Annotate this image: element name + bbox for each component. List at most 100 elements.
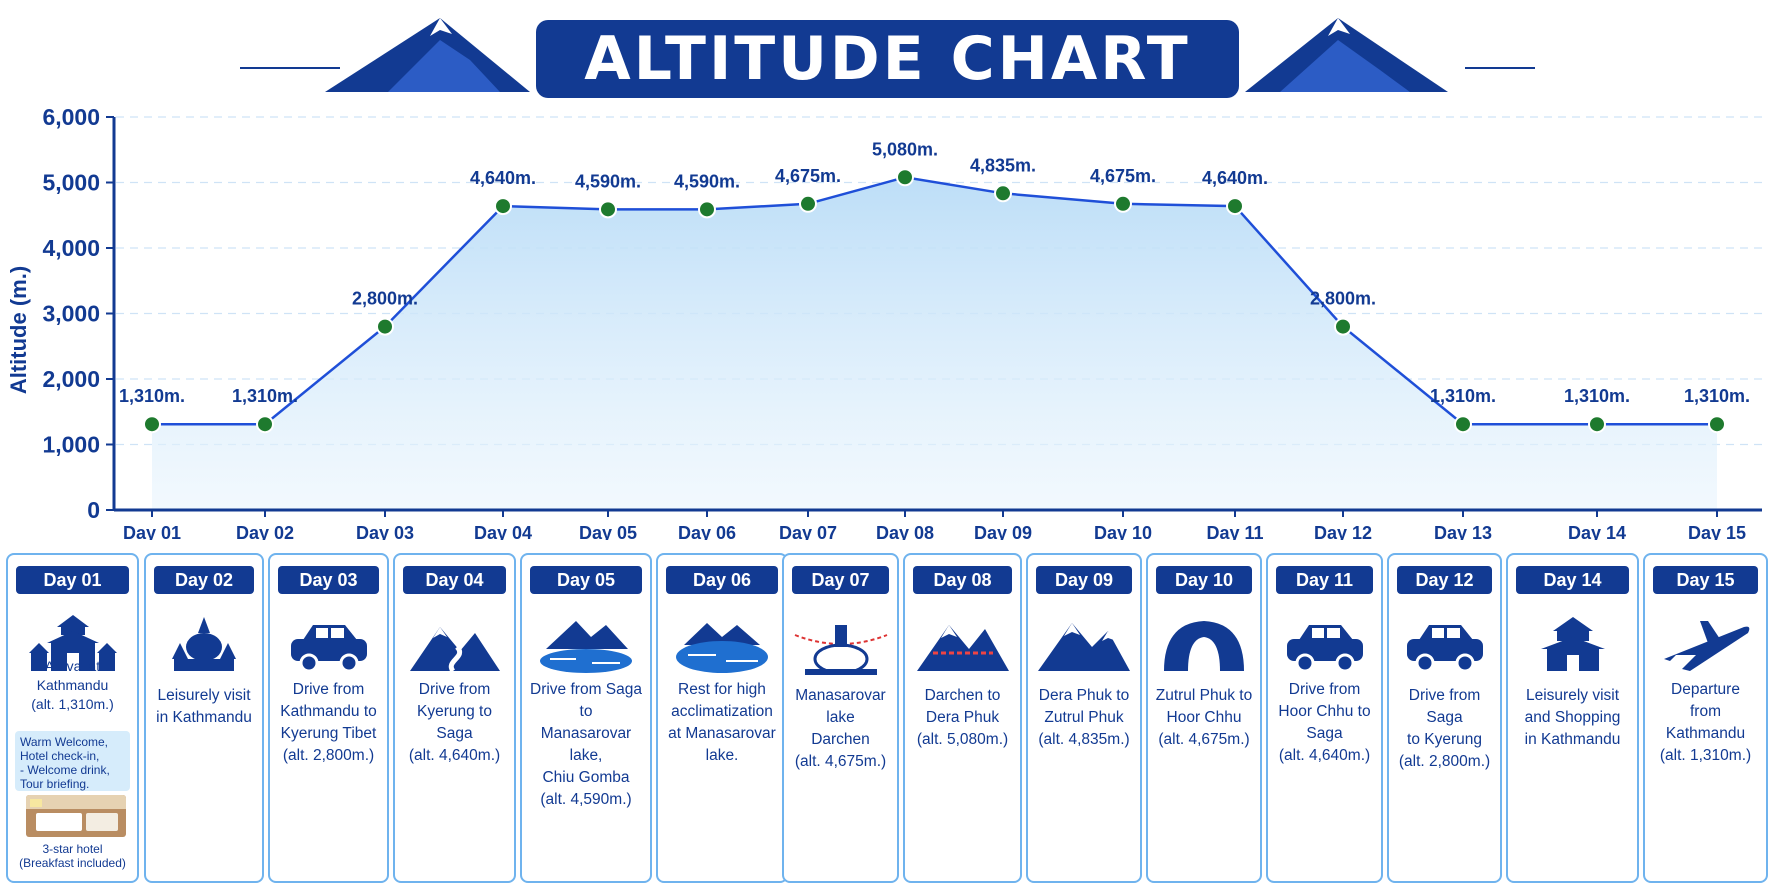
x-tick-label: Day 02 <box>236 523 294 540</box>
day-description: Drive from Kathmandu to Kyerung Tibet (alt.… <box>274 679 383 767</box>
day-badge: Day 08 <box>913 566 1012 594</box>
day-card: Day 14 Leisurely visit and Shopping in Kath… <box>1506 553 1639 883</box>
data-point <box>494 197 512 216</box>
day-card: Day 09 Dera Phuk to Zutrul Phuk (alt. 4,835… <box>1026 553 1142 883</box>
day-description-line: Darchen to <box>924 687 1001 704</box>
day-description-line: (alt. 4,640m.) <box>408 747 501 764</box>
day-note-line: Hotel check-in, <box>20 749 100 763</box>
day-note-line: - Welcome drink, <box>20 763 110 777</box>
day-description-line: at Manasarovar <box>668 725 776 742</box>
day-description-line: in Kathmandu <box>1524 731 1621 748</box>
day-card: Day 12 Drive from Saga to Kyerung (alt. 2,8… <box>1387 553 1502 883</box>
day-description: Darchen to Dera Phuk (alt. 5,080m.) <box>909 685 1016 751</box>
x-tick-label: Day 11 <box>1206 523 1263 540</box>
day-badge: Day 11 <box>1276 566 1373 594</box>
day-description: Manasarovar lake Darchen (alt. 4,675m.) <box>788 685 893 773</box>
day-description-line: Rest for high <box>678 681 766 698</box>
itinerary-cards: Day 01 Arrival at Kathmandu (alt. 1,310m.) W… <box>6 553 1768 883</box>
day-badge: Day 04 <box>403 566 506 594</box>
y-tick-label: 2,000 <box>42 366 100 392</box>
day-description-line: Saga <box>1306 725 1343 742</box>
day-card: Day 02 Leisurely visit in Kathmandu <box>144 553 264 883</box>
day-badge: Day 02 <box>154 566 254 594</box>
hotel-caption-line: 3-star hotel <box>42 842 103 856</box>
day-badge: Day 10 <box>1156 566 1252 594</box>
data-label: 4,835m. <box>970 155 1036 175</box>
hotel-caption: 3-star hotel (Breakfast included) <box>12 842 133 870</box>
x-tick-label: Day 07 <box>779 523 837 540</box>
data-point <box>1588 415 1606 434</box>
day-description-line: Saga <box>436 725 473 742</box>
day-description-line: (alt. 4,835m.) <box>1038 731 1130 748</box>
day-note-line: Tour briefing. <box>20 777 90 791</box>
car-icon <box>1286 625 1363 673</box>
day-description-line: Chiu Gomba <box>542 769 630 786</box>
x-tick-label: Day 15 <box>1688 523 1746 540</box>
day-description-line: Drive from <box>292 681 365 698</box>
day-description-line: (alt. 2,800m.) <box>282 747 375 764</box>
day-card: Day 05 Drive from Saga to Manasarovar lake… <box>520 553 652 883</box>
x-tick-label: Day 01 <box>123 523 181 540</box>
data-point <box>1114 194 1132 213</box>
data-label: 1,310m. <box>1564 386 1630 406</box>
data-point <box>1454 415 1472 434</box>
x-tick-label: Day 14 <box>1568 523 1626 540</box>
day-description-line: (alt. 4,590m.) <box>540 791 632 808</box>
y-tick-label: 4,000 <box>42 235 100 261</box>
y-tick-label: 5,000 <box>42 170 100 196</box>
day-card: Day 03 Drive from Kathmandu to Kyerung Tibe… <box>268 553 389 883</box>
day-description: Departure from Kathmandu (alt. 1,310m.) <box>1649 679 1762 767</box>
day-description-line: (alt. 4,675m.) <box>1158 731 1250 748</box>
data-label: 2,800m. <box>352 289 418 309</box>
car-icon <box>1406 625 1483 673</box>
day-description-line: Hoor Chhu to <box>1278 703 1371 720</box>
cave-icon <box>1164 621 1244 671</box>
day-description-line: (alt. 1,310m.) <box>1659 747 1752 764</box>
x-tick-label: Day 03 <box>356 523 414 540</box>
data-point <box>599 200 617 219</box>
day-description-line: Drive from Saga <box>1408 687 1481 726</box>
data-point <box>1334 317 1352 336</box>
day-description: Rest for high acclimatization at Manasarov… <box>662 679 782 767</box>
lake-icon <box>676 623 768 673</box>
title-banner: ALTITUDE CHART <box>536 20 1239 98</box>
day-description-line: Leisurely visit <box>1525 687 1620 704</box>
day-description-line: Kyerung Tibet <box>280 725 377 742</box>
day-card: Day 01 Arrival at Kathmandu (alt. 1,310m.) W… <box>6 553 139 883</box>
day-description-line: to Kyerung <box>1407 731 1482 748</box>
day-description-line: and Shopping <box>1524 709 1621 726</box>
x-tick-label: Day 04 <box>474 523 532 540</box>
kathmandu-temple-icon <box>28 615 117 671</box>
data-label: 4,590m. <box>674 171 740 191</box>
car-icon <box>290 625 367 673</box>
y-tick-label: 1,000 <box>42 432 100 458</box>
day-description-line: Kathmandu <box>1665 725 1746 742</box>
x-tick-label: Day 06 <box>678 523 736 540</box>
data-label: 4,590m. <box>575 171 641 191</box>
x-tick-label: Day 05 <box>579 523 637 540</box>
mountain-left-icon <box>325 18 530 92</box>
data-label: 4,675m. <box>1090 166 1156 186</box>
day-badge: Day 06 <box>666 566 778 594</box>
day-badge: Day 03 <box>278 566 379 594</box>
altitude-area <box>152 177 1717 510</box>
data-point <box>799 194 817 213</box>
day-description: Zutrul Phuk to Hoor Chhu (alt. 4,675m.) <box>1152 685 1256 751</box>
day-description: Drive from Hoor Chhu to Saga (alt. 4,640m.) <box>1272 679 1377 767</box>
day-description-line: Darchen <box>811 731 870 748</box>
data-label: 1,310m. <box>1684 386 1750 406</box>
day-description-line: acclimatization <box>671 703 773 720</box>
x-tick-label: Day 08 <box>876 523 934 540</box>
day-description-line: Kathmandu <box>36 677 109 693</box>
stupa-temple-icon <box>172 617 236 671</box>
y-tick-label: 3,000 <box>42 301 100 327</box>
x-tick-label: Day 12 <box>1314 523 1372 540</box>
mountain-right-icon <box>1245 18 1448 92</box>
day-card: Day 06 Rest for high acclimatization at Man… <box>656 553 788 883</box>
day-description: Drive from Saga to Kyerung (alt. 2,800m.) <box>1393 685 1496 773</box>
day-description-line: Kyerung to <box>417 703 492 720</box>
day-description: Drive from Saga to Manasarovar lake, Chiu … <box>526 679 646 811</box>
day-description-line: in Kathmandu <box>156 709 252 726</box>
data-label: 4,640m. <box>1202 168 1268 188</box>
day-badge: Day 05 <box>530 566 642 594</box>
